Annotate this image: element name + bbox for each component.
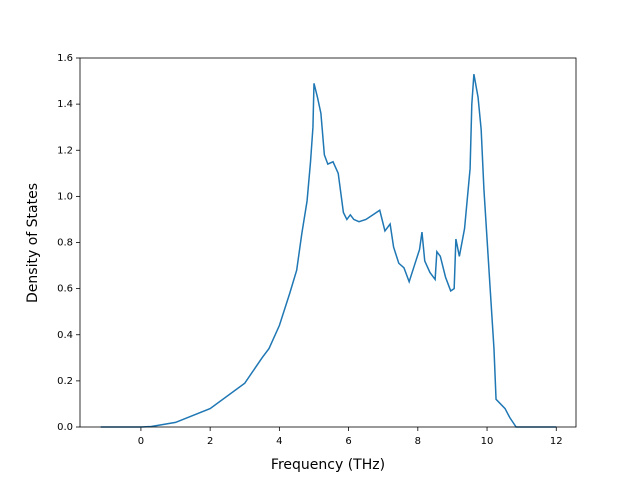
x-axis-label: Frequency (THz) (271, 457, 385, 473)
y-tick-label: 1.6 (57, 53, 73, 64)
y-tick-label: 0.2 (57, 376, 73, 387)
y-tick-label: 1.0 (57, 191, 73, 202)
y-tick-label: 0.6 (57, 284, 73, 295)
y-tick-label: 0.0 (57, 422, 73, 433)
y-tick-label: 0.8 (57, 238, 73, 249)
plot-frame (79, 57, 577, 428)
y-tick-label: 0.4 (57, 330, 73, 341)
x-tick-label: 2 (207, 436, 213, 447)
y-tick-label: 1.2 (57, 145, 73, 156)
line-series (100, 74, 557, 428)
x-tick-label: 6 (345, 436, 351, 447)
x-tick-label: 12 (550, 436, 563, 447)
x-tick-label: 4 (276, 436, 282, 447)
y-tick-label: 1.4 (57, 99, 73, 110)
x-tick-label: 10 (481, 436, 494, 447)
x-tick-label: 0 (138, 436, 144, 447)
y-axis-label: Density of States (25, 183, 41, 303)
x-tick-label: 8 (415, 436, 421, 447)
